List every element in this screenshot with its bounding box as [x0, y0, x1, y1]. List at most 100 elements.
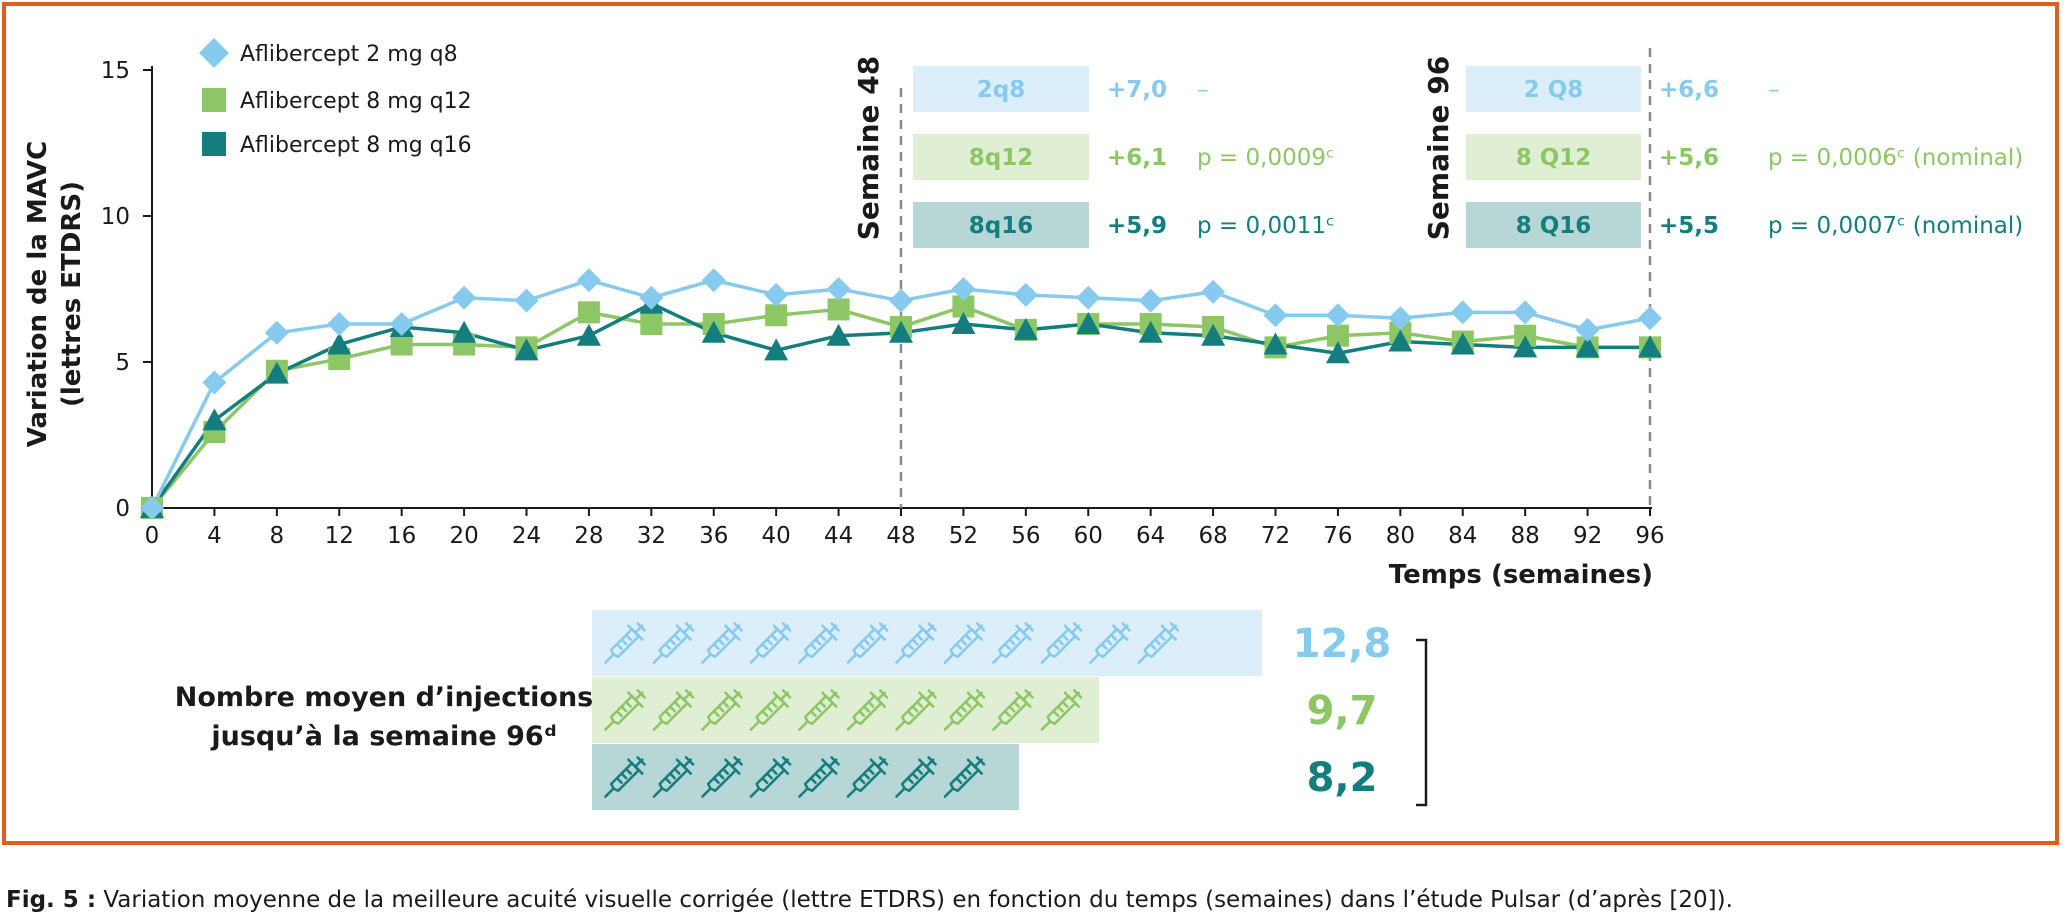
- x-tick-label: 96: [1635, 523, 1664, 549]
- legend: Aflibercept 2 mg q8 Aflibercept 8 mg q12 A…: [199, 38, 472, 158]
- point-q12: [827, 298, 850, 321]
- x-tick-label: 48: [886, 523, 915, 549]
- point-q8: [1138, 288, 1163, 313]
- point-q12: [1326, 324, 1349, 347]
- stat-box-q8: [913, 66, 1089, 112]
- stat-p-q12: p = 0,0006ᶜ (nominal): [1768, 145, 2023, 171]
- x-tick-label: 76: [1323, 523, 1352, 549]
- point-q8: [452, 285, 477, 310]
- stat-label-q16: 8 Q16: [1516, 213, 1592, 239]
- legend-label-q12: Aflibercept 8 mg q12: [240, 89, 472, 114]
- point-q8: [140, 496, 164, 520]
- x-tick-label: 52: [949, 523, 978, 549]
- point-q8: [951, 277, 976, 301]
- figure-frame: [2, 2, 2059, 845]
- point-q12: [765, 304, 788, 327]
- x-tick-label: 84: [1448, 523, 1477, 549]
- y-axis-title-line: Variation de la MAVC: [23, 141, 53, 448]
- point-q16: [452, 320, 477, 343]
- point-q16: [514, 338, 539, 361]
- point-q16: [1263, 332, 1288, 355]
- stat-p-q8: –: [1197, 77, 1209, 103]
- stat-delta-q8: +7,0: [1107, 77, 1167, 103]
- injection-bar-q16: [592, 744, 1019, 810]
- x-axis-title: Temps (semaines): [1389, 560, 1653, 590]
- y-tick-label: 10: [101, 204, 130, 230]
- x-tick-label: 20: [449, 523, 478, 549]
- y-axis-title: Variation de la MAVC (lettres ETDRS): [23, 141, 87, 448]
- point-q8: [1450, 300, 1475, 325]
- stat-delta-q16: +5,5: [1659, 213, 1719, 239]
- stat-label-q12: 8 Q12: [1516, 145, 1592, 171]
- point-q16: [1388, 329, 1413, 352]
- stat-label-q12: 8q12: [969, 145, 1033, 171]
- legend-marker-q12: [202, 88, 226, 112]
- point-q8: [576, 268, 601, 293]
- stat-p-q12: p = 0,0009ᶜ: [1197, 145, 1334, 171]
- injection-value-q12: 9,7: [1307, 688, 1378, 734]
- point-q16: [764, 338, 789, 361]
- stat-box-q12: [1466, 134, 1641, 180]
- stat-delta-q16: +5,9: [1107, 213, 1167, 239]
- point-q16: [1013, 317, 1038, 340]
- x-tick-label: 12: [325, 523, 354, 549]
- x-tick-label: 16: [387, 523, 416, 549]
- point-q16: [701, 320, 726, 343]
- x-tick-label: 24: [512, 523, 541, 549]
- stat-delta-q8: +6,6: [1659, 77, 1719, 103]
- point-q16: [327, 332, 352, 355]
- legend-label-q8: Aflibercept 2 mg q8: [240, 42, 458, 67]
- x-tick-label: 44: [824, 523, 853, 549]
- injection-value-q8: 12,8: [1293, 621, 1392, 667]
- caption-text: Variation moyenne de la meilleure acuité…: [96, 887, 1733, 913]
- x-tick-label: 28: [574, 523, 603, 549]
- point-q12: [952, 295, 975, 318]
- point-q8: [1013, 282, 1038, 307]
- point-q16: [1076, 312, 1101, 335]
- plot-area: [140, 48, 1662, 520]
- legend-marker-q8: [199, 38, 229, 68]
- x-tick-label: 80: [1386, 523, 1415, 549]
- point-q8: [701, 268, 726, 293]
- x-tick-label: 64: [1136, 523, 1165, 549]
- x-tick-label: 32: [637, 523, 666, 549]
- point-q8: [1388, 306, 1413, 331]
- y-tick-label: 5: [115, 350, 130, 376]
- point-q8: [639, 285, 664, 310]
- point-q16: [1201, 323, 1226, 346]
- y-tick-label: 15: [101, 58, 130, 84]
- x-tick-label: 40: [762, 523, 791, 549]
- point-q8: [1201, 279, 1226, 304]
- stat-label-q8: 2 Q8: [1524, 77, 1584, 103]
- point-q12: [640, 313, 663, 336]
- stat-box-q12: [913, 134, 1089, 180]
- stat-label-q16: 8q16: [969, 213, 1033, 239]
- y-tick-label: 0: [115, 496, 130, 522]
- point-q16: [576, 323, 601, 346]
- stat-p-q16: p = 0,0007ᶜ (nominal): [1768, 213, 2023, 239]
- point-q8: [1638, 306, 1662, 331]
- injection-bracket: [1416, 638, 1428, 807]
- stats-panel: Semaine 48 2q8 +7,0 – 8q12 +6,1 p = 0,0009ᶜ 8q1…: [852, 56, 2023, 248]
- point-q8: [264, 320, 289, 345]
- point-q12: [390, 333, 413, 356]
- point-q8: [1513, 300, 1538, 325]
- point-q8: [202, 370, 227, 395]
- stat-label-q8: 2q8: [977, 77, 1025, 103]
- x-tick-label: 60: [1074, 523, 1103, 549]
- point-q16: [264, 361, 289, 384]
- stat-p-q8: –: [1768, 77, 1780, 103]
- point-q16: [1638, 335, 1662, 358]
- stat-delta-q12: +6,1: [1107, 145, 1167, 171]
- week-label: Semaine 96: [1422, 56, 1455, 240]
- point-q16: [889, 320, 913, 343]
- point-q8: [1263, 303, 1288, 328]
- injections-panel: 12,8 9,7 8,2 Nombre moyen d’injections jusqu…: [175, 610, 1428, 810]
- point-q16: [1325, 341, 1350, 364]
- week-label: Semaine 48: [852, 56, 885, 240]
- point-q16: [1575, 335, 1600, 358]
- x-tick-label: 4: [207, 523, 222, 549]
- y-axis-title-line: (lettres ETDRS): [57, 181, 87, 407]
